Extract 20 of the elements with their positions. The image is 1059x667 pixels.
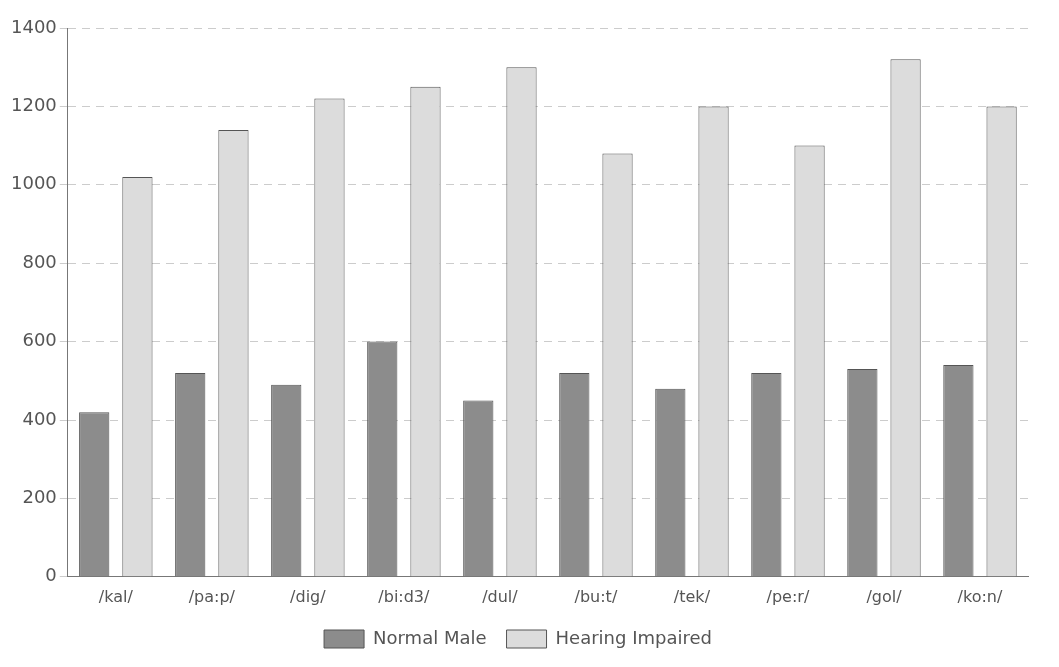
- x-tick-label: /pe:r/: [766, 586, 810, 606]
- x-tick-label: /kal/: [98, 586, 134, 606]
- legend-label: Hearing Impaired: [555, 626, 712, 648]
- y-tick-label: 200: [22, 486, 57, 508]
- legend-label: Normal Male: [373, 626, 487, 648]
- x-tick-label: /bu:t/: [574, 586, 618, 606]
- x-tick-label: /gol/: [866, 586, 903, 606]
- y-tick-label: 1000: [11, 172, 57, 194]
- x-tick-label: /bi:d3/: [378, 586, 431, 606]
- y-tick-label: 0: [45, 564, 57, 586]
- x-tick-label: /ko:n/: [957, 586, 1003, 606]
- y-tick-label: 400: [22, 407, 57, 429]
- y-tick-label: 1400: [11, 15, 57, 37]
- y-tick-label: 600: [22, 329, 57, 351]
- x-tick-label: /pa:p/: [188, 586, 236, 606]
- x-tick-label: /tek/: [673, 586, 711, 606]
- y-tick-label: 800: [22, 250, 57, 272]
- x-tick-label: /dul/: [482, 586, 519, 606]
- x-tick-label: /dig/: [290, 586, 327, 606]
- y-tick-label: 1200: [11, 94, 57, 116]
